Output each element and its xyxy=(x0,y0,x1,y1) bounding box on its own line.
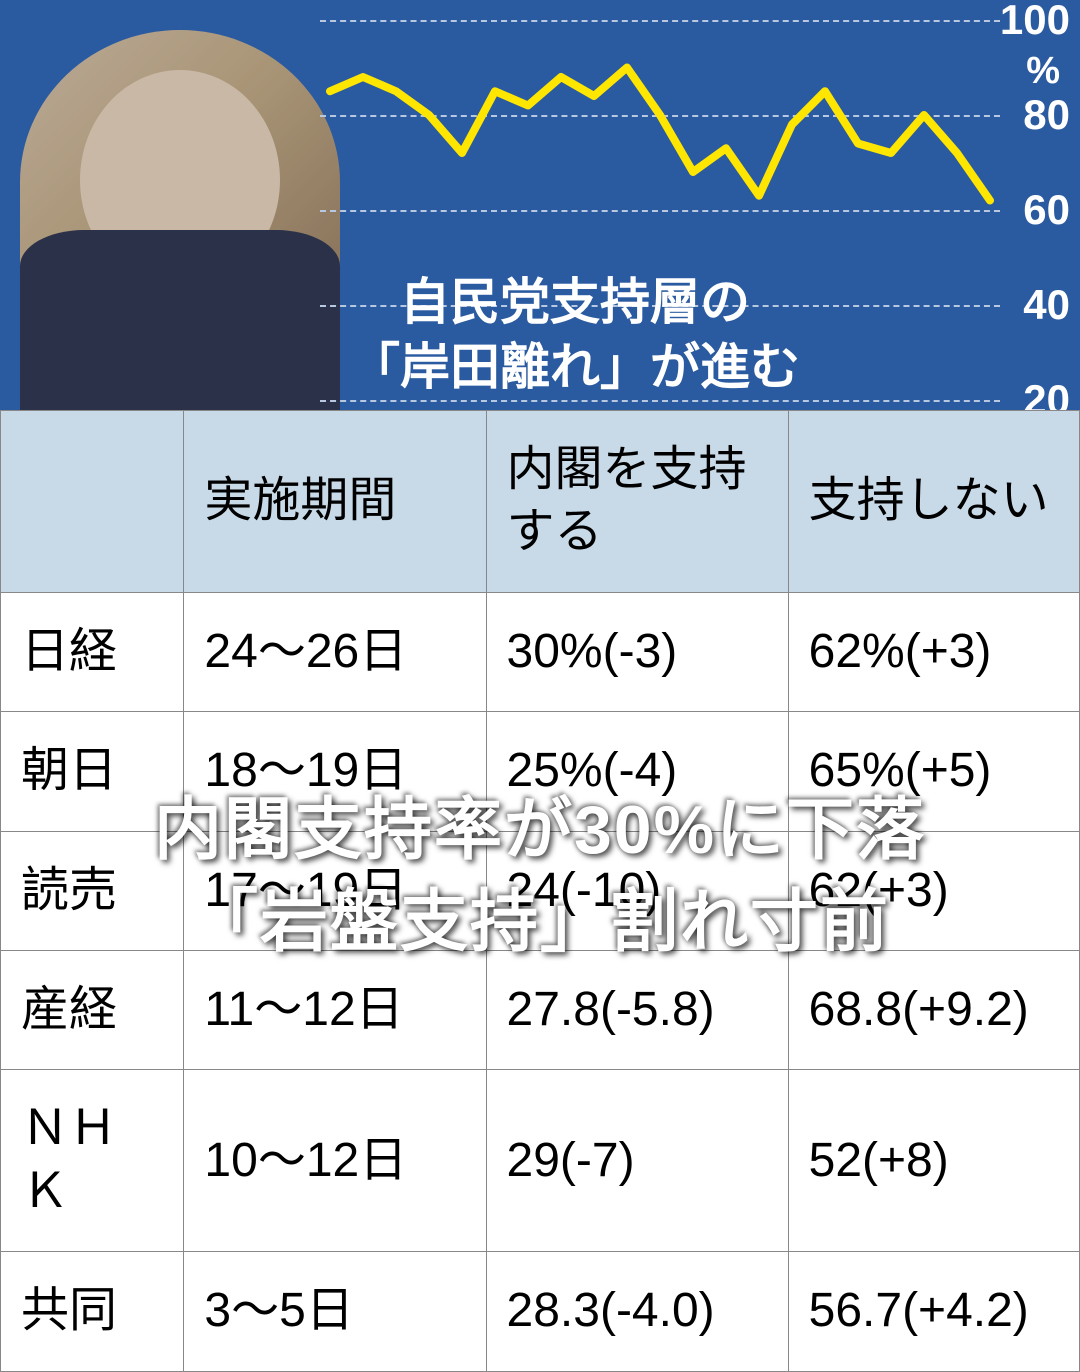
caption-line-2: 「岸田離れ」が進む xyxy=(350,335,800,400)
table-row: ＮＨＫ10～12日29(-7)52(+8) xyxy=(1,1070,1080,1252)
cell-period: 24～26日 xyxy=(184,592,486,711)
infographic-container: 20 40 60 80 100 % 自民党支持層の 「岸田離れ」が進む 実施期間 内閣を… xyxy=(0,0,1080,1350)
table-body: 日経24～26日30%(-3)62%(+3)朝日18～19日25%(-4)65%… xyxy=(1,592,1080,1371)
col-header-support: 内閣を支持する xyxy=(486,411,788,593)
y-tick-label: 60 xyxy=(1023,186,1070,234)
cell-oppose: 52(+8) xyxy=(788,1070,1079,1252)
cell-support: 30%(-3) xyxy=(486,592,788,711)
headline-line-2: 「岩盤支持」割れ寸前 xyxy=(30,877,1050,969)
cell-period: 3～5日 xyxy=(184,1252,486,1371)
table-header-row: 実施期間 内閣を支持する 支持しない xyxy=(1,411,1080,593)
y-tick-label: 20 xyxy=(1023,376,1070,410)
top-panel: 20 40 60 80 100 % 自民党支持層の 「岸田離れ」が進む xyxy=(0,0,1080,410)
col-header-source xyxy=(1,411,184,593)
cell-source: 日経 xyxy=(1,592,184,711)
cell-source: ＮＨＫ xyxy=(1,1070,184,1252)
cell-period: 10～12日 xyxy=(184,1070,486,1252)
chart-caption: 自民党支持層の 「岸田離れ」が進む xyxy=(350,270,800,400)
col-header-period: 実施期間 xyxy=(184,411,486,593)
y-axis-unit: % xyxy=(1026,50,1060,93)
caption-line-1: 自民党支持層の xyxy=(350,270,800,335)
headline-line-1: 内閣支持率が30%に下落 xyxy=(30,785,1050,877)
table-row: 日経24～26日30%(-3)62%(+3) xyxy=(1,592,1080,711)
cell-source: 共同 xyxy=(1,1252,184,1371)
overlay-headline: 内閣支持率が30%に下落 「岩盤支持」割れ寸前 xyxy=(0,785,1080,969)
cell-oppose: 62%(+3) xyxy=(788,592,1079,711)
col-header-oppose: 支持しない xyxy=(788,411,1079,593)
cell-support: 29(-7) xyxy=(486,1070,788,1252)
y-tick-label: 40 xyxy=(1023,281,1070,329)
portrait-placeholder xyxy=(20,30,340,410)
cell-oppose: 56.7(+4.2) xyxy=(788,1252,1079,1371)
y-tick-label: 100 xyxy=(1000,0,1070,44)
table-row: 共同3～5日28.3(-4.0)56.7(+4.2) xyxy=(1,1252,1080,1371)
cell-support: 28.3(-4.0) xyxy=(486,1252,788,1371)
y-tick-label: 80 xyxy=(1023,91,1070,139)
